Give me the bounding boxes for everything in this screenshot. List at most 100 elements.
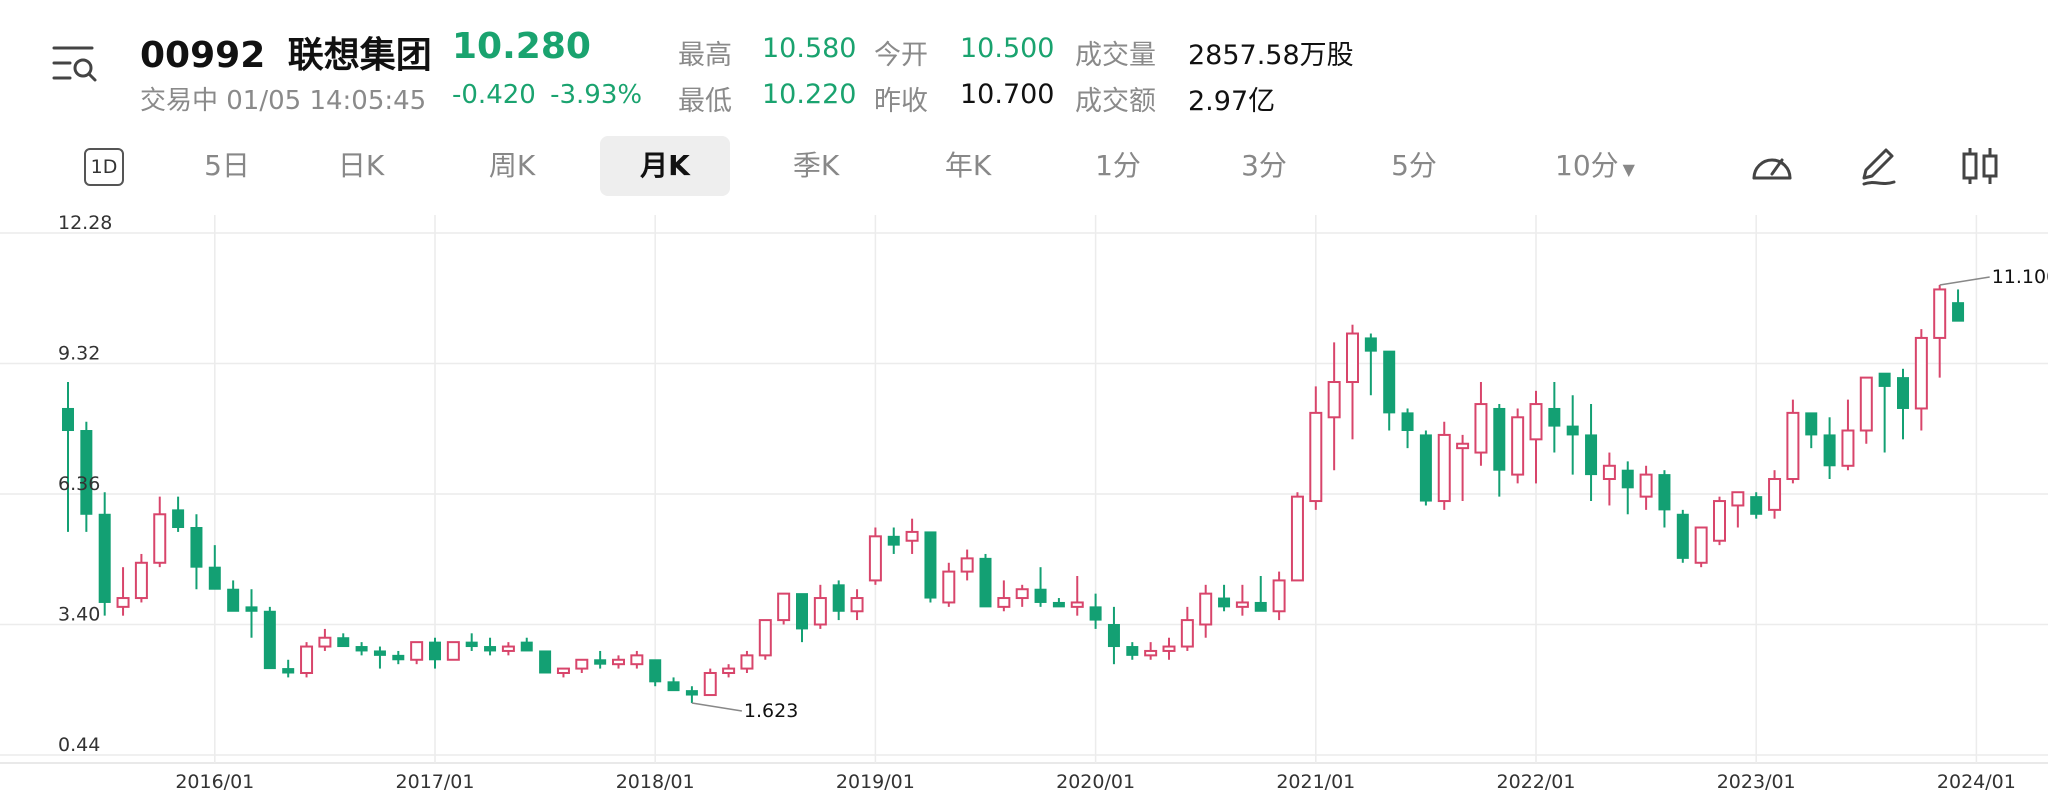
candle-up xyxy=(850,589,864,621)
candle-down xyxy=(685,686,698,703)
x-tick-label: 2017/01 xyxy=(396,771,475,793)
tab-monthly-k[interactable]: 月K xyxy=(600,136,730,196)
candle-up xyxy=(777,592,791,625)
pen-icon[interactable] xyxy=(1854,144,1902,188)
candle-up xyxy=(612,655,625,669)
candle-up xyxy=(905,518,919,554)
candle-down xyxy=(465,633,478,651)
candle-body xyxy=(1015,588,1029,600)
candle-up xyxy=(1070,576,1084,616)
candle-body xyxy=(630,654,644,666)
max-price-label: 11.100 xyxy=(1992,266,2048,288)
y-tick-label: 0.44 xyxy=(58,734,100,756)
candle-down xyxy=(373,646,386,669)
candle-body xyxy=(392,654,405,661)
candle-down xyxy=(429,637,441,669)
candle-body xyxy=(1602,464,1616,481)
candle-down xyxy=(355,642,368,656)
candle-body xyxy=(172,509,185,529)
tab-3-min[interactable]: 3分 xyxy=(1241,149,1287,182)
candle-down xyxy=(667,677,680,692)
candle-body xyxy=(942,570,956,604)
high-label: 最高 xyxy=(678,40,732,71)
candle-body xyxy=(1859,376,1873,432)
candle-body xyxy=(1694,526,1708,564)
candle-up xyxy=(134,553,148,603)
x-tick-label: 2021/01 xyxy=(1276,771,1355,793)
candle-body xyxy=(446,641,460,661)
candle-body xyxy=(905,530,919,542)
candle-up xyxy=(1456,434,1470,502)
candle-body xyxy=(1309,411,1323,503)
candle-body xyxy=(153,513,167,564)
candle-body xyxy=(1548,407,1561,427)
tab-5-day[interactable]: 5日 xyxy=(204,149,250,182)
tab-1-min[interactable]: 1分 xyxy=(1095,149,1141,182)
candle-up xyxy=(1437,421,1451,510)
candle-body xyxy=(373,650,386,656)
candle-down xyxy=(172,496,185,532)
tab-10-min-dropdown[interactable]: 10分 ▼ xyxy=(1535,136,1655,196)
candle-up xyxy=(556,667,570,678)
candle-up xyxy=(813,584,827,629)
candle-up xyxy=(868,527,882,585)
candle-body xyxy=(777,592,791,622)
tab-yearly-k[interactable]: 年K xyxy=(944,149,992,182)
menu-search-icon[interactable] xyxy=(52,44,98,84)
candle-down xyxy=(979,553,992,608)
tab-daily-k[interactable]: 日K xyxy=(337,149,385,182)
turnover-value: 2.97亿 xyxy=(1188,86,1276,117)
candle-down xyxy=(1364,333,1377,396)
candle-body xyxy=(1401,412,1414,432)
candles xyxy=(62,285,1965,703)
candle-settings-icon[interactable] xyxy=(1956,144,2004,188)
candle-body xyxy=(1290,495,1304,582)
candle-body xyxy=(1493,407,1506,471)
candle-down xyxy=(1493,404,1506,497)
x-tick-label: 2020/01 xyxy=(1056,771,1135,793)
candle-down xyxy=(263,606,276,670)
monthly-candlestick-chart[interactable]: 12.28 9.32 6.36 3.40 0.44 2016/01 2017/01 2018/… xyxy=(0,215,2048,796)
candle-body xyxy=(997,597,1011,608)
candle-down xyxy=(1401,408,1414,449)
candle-body xyxy=(612,658,625,666)
candle-body xyxy=(960,557,974,573)
candle-body xyxy=(979,557,992,608)
candle-down xyxy=(1383,350,1396,431)
candle-down xyxy=(924,531,937,603)
tab-weekly-k[interactable]: 周K xyxy=(488,149,536,182)
y-tick-label: 6.36 xyxy=(58,473,100,495)
candle-body xyxy=(1070,601,1084,608)
tab-5-min[interactable]: 5分 xyxy=(1391,149,1437,182)
candle-body xyxy=(649,659,662,683)
candle-down xyxy=(1126,642,1139,660)
candle-down xyxy=(1676,509,1689,563)
candle-up xyxy=(1290,492,1304,582)
candle-up xyxy=(153,496,167,568)
candle-body xyxy=(850,597,864,613)
max-pointer-line xyxy=(1939,276,1990,286)
candle-up xyxy=(1768,470,1782,519)
candle-body xyxy=(539,650,552,674)
candle-down xyxy=(245,589,258,638)
candle-up xyxy=(1144,642,1158,660)
candle-down xyxy=(1089,593,1102,629)
candle-up xyxy=(446,641,460,661)
candle-down xyxy=(1107,606,1120,665)
speedometer-icon[interactable] xyxy=(1748,144,1796,188)
price-change: -0.420 -3.93% xyxy=(452,80,642,110)
candle-up xyxy=(740,650,754,673)
tab-quarterly-k[interactable]: 季K xyxy=(792,149,840,182)
stock-code: 00992 xyxy=(140,35,266,76)
candle-body xyxy=(245,606,258,612)
candle-down xyxy=(1897,368,1909,440)
candle-up xyxy=(501,642,515,656)
candle-up xyxy=(1914,329,1928,431)
candle-down xyxy=(392,650,405,665)
candle-body xyxy=(484,646,497,652)
tab-1d[interactable]: 1D xyxy=(84,148,124,186)
candle-up xyxy=(1235,584,1249,616)
candle-body xyxy=(1529,403,1543,441)
candle-down xyxy=(539,650,552,674)
candle-down xyxy=(1952,289,1965,322)
